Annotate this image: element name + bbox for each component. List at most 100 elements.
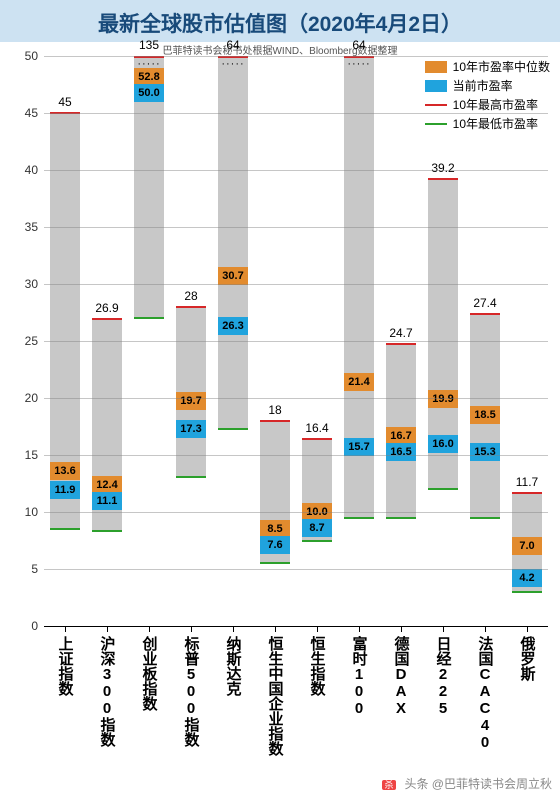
watermark-text: 头条 @巴菲特读书会周立秋 [404, 775, 552, 792]
current-band: 15.7 [344, 438, 374, 456]
x-label: 创业板指数 [139, 636, 160, 711]
break-marker: ····· [344, 58, 374, 70]
low-line [50, 528, 80, 530]
high-line [92, 318, 122, 320]
legend-label: 10年最高市盈率 [453, 96, 538, 113]
legend-line [425, 104, 447, 106]
high-line [302, 438, 332, 440]
gridline [44, 569, 548, 570]
low-line [428, 488, 458, 490]
break-marker: ····· [218, 58, 248, 70]
x-tick [359, 626, 360, 632]
x-label: 富时100 [349, 636, 370, 717]
high-line [428, 178, 458, 180]
low-line [512, 591, 542, 593]
legend-row: 10年市盈率中位数 [425, 58, 550, 75]
x-tick [107, 626, 108, 632]
low-line [134, 317, 164, 319]
watermark: 头条 @巴菲特读书会周立秋 [382, 775, 552, 792]
high-value-label: 24.7 [386, 326, 416, 342]
legend-label: 10年最低市盈率 [453, 115, 538, 132]
x-tick [149, 626, 150, 632]
median-band: 30.7 [218, 267, 248, 285]
current-band: 16.0 [428, 435, 458, 453]
ytick-label: 45 [25, 106, 44, 120]
ytick-label: 30 [25, 277, 44, 291]
x-tick [275, 626, 276, 632]
legend-row: 10年最高市盈率 [425, 96, 550, 113]
high-line [512, 492, 542, 494]
gridline [44, 341, 548, 342]
x-label: 德国DAX [391, 636, 412, 717]
ytick-label: 50 [25, 49, 44, 63]
high-value-label: 11.7 [512, 475, 542, 491]
current-band: 16.5 [386, 443, 416, 461]
gridline [44, 455, 548, 456]
gridline [44, 170, 548, 171]
chart-title: 最新全球股市估值图（2020年4月2日） [0, 8, 560, 38]
x-label: 法国CAC40 [475, 636, 496, 751]
high-value-label: 18 [260, 403, 290, 419]
current-band: 7.6 [260, 536, 290, 554]
low-line [302, 540, 332, 542]
high-value-label: 45 [50, 95, 80, 111]
high-value-label: 27.4 [470, 296, 500, 312]
ytick-label: 5 [31, 562, 44, 576]
chart-root: 最新全球股市估值图（2020年4月2日） 巴菲特读书会秘书处根据WIND、Blo… [0, 0, 560, 798]
x-label: 恒生中国企业指数 [265, 636, 286, 756]
current-band: 50.0 [134, 84, 164, 102]
legend-row: 当前市盈率 [425, 77, 550, 94]
plot-area: 4513.611.926.912.411.1·····13552.850.028… [44, 56, 548, 626]
x-tick [233, 626, 234, 632]
x-tick [527, 626, 528, 632]
ytick-label: 25 [25, 334, 44, 348]
legend-label: 当前市盈率 [453, 77, 513, 94]
legend-label: 10年市盈率中位数 [453, 58, 550, 75]
current-band: 26.3 [218, 317, 248, 335]
high-value-label: 64 [218, 38, 248, 54]
range-bar [218, 56, 248, 429]
high-value-label: 28 [176, 289, 206, 305]
x-tick [317, 626, 318, 632]
x-axis-line [44, 626, 548, 627]
median-band: 21.4 [344, 373, 374, 391]
gridline [44, 284, 548, 285]
high-line [470, 313, 500, 315]
x-tick [485, 626, 486, 632]
gridline [44, 227, 548, 228]
high-line [176, 306, 206, 308]
current-band: 11.9 [50, 481, 80, 499]
x-label: 沪深300指数 [97, 636, 118, 747]
gridline [44, 512, 548, 513]
x-label: 上证指数 [55, 636, 76, 696]
ytick-label: 35 [25, 220, 44, 234]
current-band: 4.2 [512, 569, 542, 587]
low-line [218, 428, 248, 430]
high-line [386, 343, 416, 345]
x-label: 标普500指数 [181, 636, 202, 747]
high-value-label: 64 [344, 38, 374, 54]
ytick-label: 0 [31, 619, 44, 633]
title-bar: 最新全球股市估值图（2020年4月2日） [0, 0, 560, 42]
x-label: 俄罗斯 [517, 636, 538, 681]
gridline [44, 398, 548, 399]
ytick-label: 10 [25, 505, 44, 519]
median-band: 13.6 [50, 462, 80, 480]
x-axis: 上证指数沪深300指数创业板指数标普500指数纳斯达克恒生中国企业指数恒生指数富… [44, 626, 548, 786]
x-tick [401, 626, 402, 632]
current-band: 11.1 [92, 492, 122, 510]
x-tick [443, 626, 444, 632]
low-line [92, 530, 122, 532]
high-value-label: 16.4 [302, 421, 332, 437]
current-band: 8.7 [302, 519, 332, 537]
low-line [176, 476, 206, 478]
median-band: 19.7 [176, 392, 206, 410]
low-line [344, 517, 374, 519]
legend-row: 10年最低市盈率 [425, 115, 550, 132]
current-band: 15.3 [470, 443, 500, 461]
high-line [260, 420, 290, 422]
median-band: 7.0 [512, 537, 542, 555]
legend: 10年市盈率中位数当前市盈率 10年最高市盈率 10年最低市盈率 [419, 52, 556, 138]
watermark-icon [382, 777, 400, 791]
legend-line [425, 123, 447, 125]
